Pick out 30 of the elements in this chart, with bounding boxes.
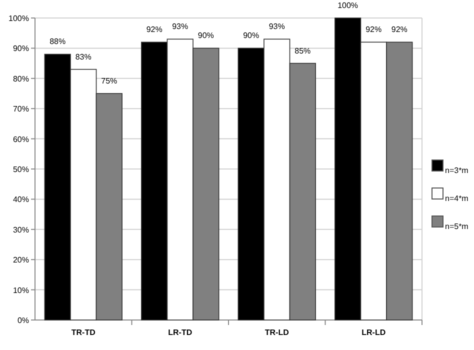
y-tick-label: 30% [12,225,29,234]
y-tick-label: 0% [17,316,29,325]
data-label: 93% [172,22,188,32]
x-tick-label: TR-LD [264,328,290,337]
text: n=4*m [445,194,469,203]
y-tick-label: 40% [12,195,29,204]
y-tick-label: 100% [8,14,29,23]
y-tick-label: 70% [12,104,29,114]
y-tick-label: 10% [12,286,29,295]
x-tick-label: TR-TD [71,328,96,337]
data-label: 93% [268,22,285,32]
data-label: 90% [243,31,260,40]
data-label: 88% [50,37,66,46]
data-label: 92% [391,25,408,34]
x-tick-label: LR-TD [168,328,192,337]
y-tick-label: 90% [12,44,29,54]
data-label: 90% [198,31,214,40]
data-label: 92% [366,25,382,34]
y-tick-label: 60% [12,134,29,144]
data-label: 85% [294,46,311,56]
legend-label: n=5*m [445,222,469,231]
x-tick-label: LR-LD [362,328,386,337]
y-tick-label: 50% [12,165,29,174]
legend-label: n=3*m [445,166,469,175]
data-label: 75% [101,76,118,86]
y-tick-label: 80% [12,74,29,84]
data-label: 92% [146,25,162,34]
data-label: 83% [75,52,92,62]
y-tick-label: 20% [12,256,29,265]
data-label: 100% [338,1,358,10]
